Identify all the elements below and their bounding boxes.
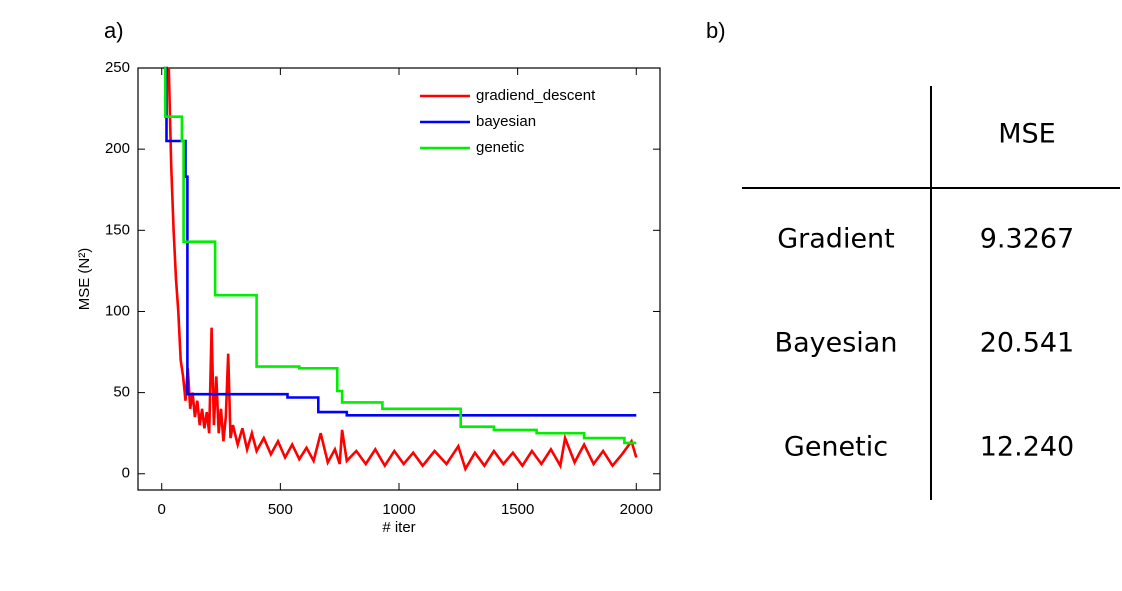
series-line — [163, 66, 637, 417]
row-value: 9.3267 — [980, 224, 1074, 255]
row-label: Bayesian — [775, 328, 898, 359]
y-tick-label: 100 — [105, 302, 130, 319]
legend-label: gradiend_descent — [476, 87, 596, 104]
x-tick-label: 0 — [158, 501, 166, 518]
legend-label: bayesian — [476, 113, 536, 130]
y-tick-label: 250 — [105, 59, 130, 76]
series-line — [164, 66, 637, 445]
row-label: Gradient — [777, 224, 895, 255]
legend-label: genetic — [476, 139, 525, 156]
x-axis-label: # iter — [382, 519, 415, 536]
x-tick-label: 1500 — [501, 501, 534, 518]
row-value: 20.541 — [980, 328, 1074, 359]
row-label: Genetic — [784, 432, 888, 463]
y-tick-label: 0 — [122, 465, 130, 482]
row-value: 12.240 — [980, 432, 1074, 463]
x-tick-label: 500 — [268, 501, 293, 518]
y-tick-label: 200 — [105, 140, 130, 157]
x-tick-label: 1000 — [382, 501, 415, 518]
table-header: MSE — [998, 119, 1056, 150]
y-tick-label: 150 — [105, 221, 130, 238]
panel-label: b) — [706, 18, 726, 43]
y-axis-label: MSE (N²) — [76, 248, 93, 311]
series-line — [167, 67, 638, 473]
y-tick-label: 50 — [113, 384, 130, 401]
panel-label: a) — [104, 18, 124, 43]
x-tick-label: 2000 — [620, 501, 653, 518]
